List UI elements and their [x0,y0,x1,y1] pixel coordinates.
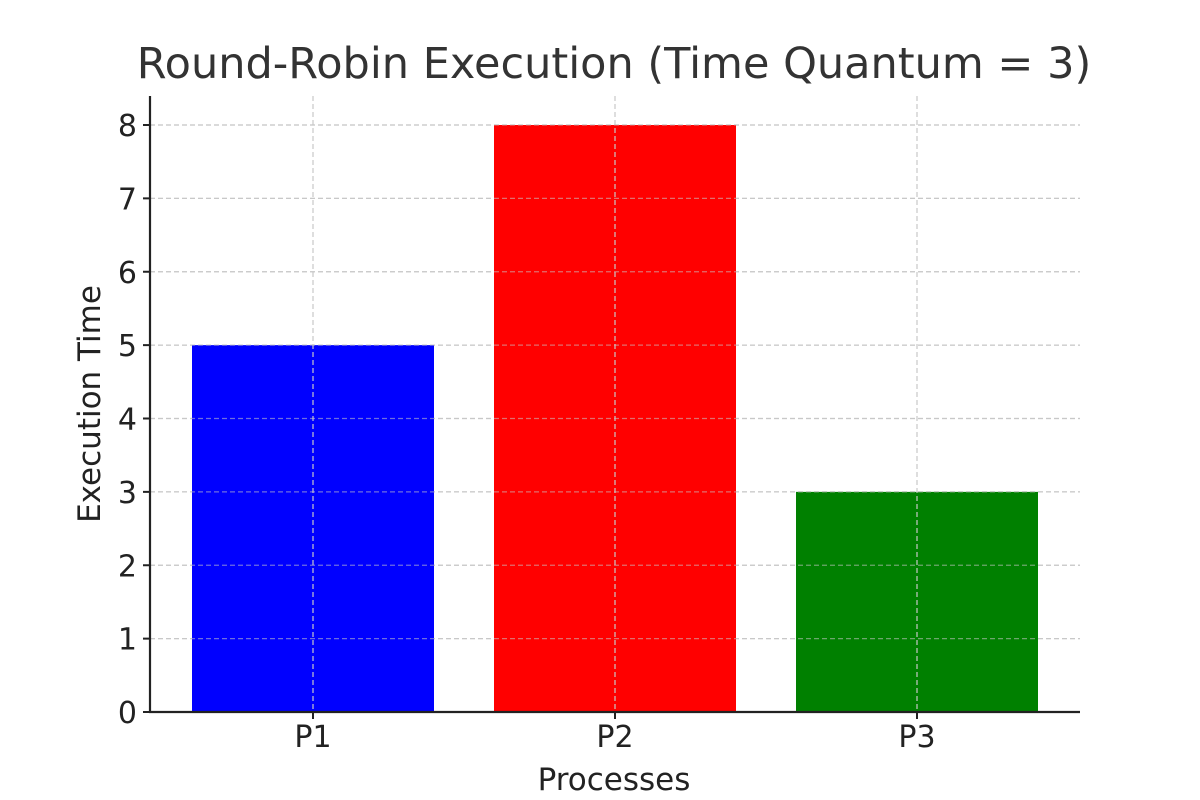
x-axis-ticks: P1 P2 P3 [294,712,936,755]
x-tick-label-p1: P1 [294,720,331,755]
x-grid-lines [150,96,1080,712]
y-axis-label: Execution Time [72,285,108,523]
x-axis-label: Processes [538,762,691,798]
y-tick-label: 4 [118,403,137,438]
x-tick-label-p3: P3 [898,720,935,755]
x-tick-label-p2: P2 [596,720,633,755]
y-tick-label: 7 [118,182,137,217]
chart-title: Round-Robin Execution (Time Quantum = 3) [137,39,1092,89]
y-tick-label: 2 [118,549,137,584]
y-tick-label: 3 [118,476,137,511]
y-tick-label: 8 [118,109,137,144]
y-tick-label: 0 [118,696,137,731]
y-tick-label: 1 [118,623,137,658]
y-axis-ticks: 0 1 2 3 4 5 6 7 8 [118,109,150,731]
y-tick-label: 5 [118,329,137,364]
y-tick-label: 6 [118,256,137,291]
